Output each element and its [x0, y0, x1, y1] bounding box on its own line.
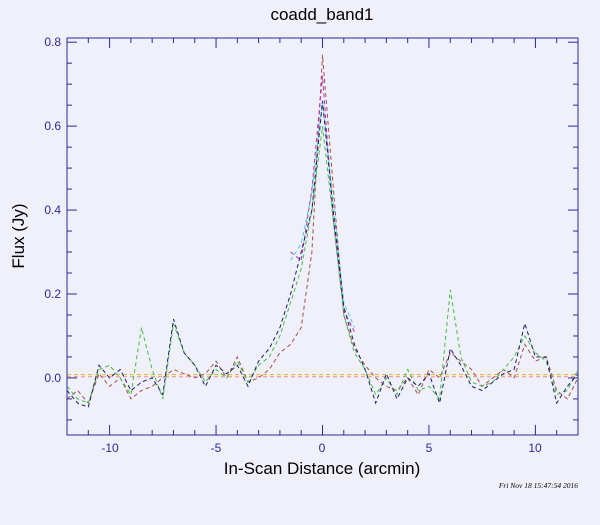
tick-layer: [66, 38, 579, 435]
x-tick-label: 10: [528, 441, 542, 455]
series-line-scan-magenta: [290, 75, 355, 333]
chart-title: coadd_band1: [270, 5, 373, 24]
series-line-scan-brown: [66, 54, 579, 405]
y-tick-label: 0.8: [44, 35, 61, 49]
y-tick-label: 0.6: [44, 119, 61, 133]
series-line-scan-cyan: [290, 100, 355, 328]
series-line-scan-navy: [66, 100, 579, 408]
x-tick-label: 0: [319, 441, 326, 455]
timestamp: Fri Nov 18 15:47:54 2016: [498, 481, 578, 490]
x-axis-label: In-Scan Distance (arcmin): [224, 459, 421, 478]
y-tick-label: 0.4: [44, 203, 61, 217]
series-layer: [66, 54, 579, 408]
series-line-scan-green: [66, 126, 579, 404]
x-tick-label: -10: [101, 441, 119, 455]
x-tick-label: -5: [211, 441, 222, 455]
y-tick-label: 0.2: [44, 287, 61, 301]
x-tick-label: 5: [426, 441, 433, 455]
y-tick-label: 0.0: [44, 371, 61, 385]
y-axis-label: Flux (Jy): [9, 203, 28, 268]
